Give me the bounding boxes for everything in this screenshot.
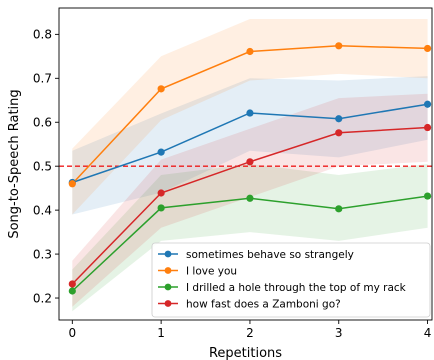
data-point-2-0 [68,287,76,295]
legend-box [151,242,431,318]
data-point-1-4 [423,44,432,53]
data-point-0-4 [423,100,432,108]
legend-marker-3 [164,300,172,307]
y-tick-label-2: 0.4 [33,203,52,217]
x-axis-title: Repetitions [209,346,282,360]
x-axis: 0 1 2 3 4 [69,320,432,340]
confidence-band-2 [72,164,428,312]
y-tick-label-4: 0.6 [33,116,52,130]
data-point-3-1 [157,189,165,197]
data-point-1-3 [335,42,343,50]
confidence-band-0 [72,76,428,215]
x-tick-label-2: 2 [246,326,254,340]
data-point-1-1 [157,85,165,93]
legend-label-0: sometimes behave so strangely [186,249,354,261]
data-point-0-1 [157,148,165,156]
x-tick-label-0: 0 [69,326,77,340]
data-point-1-2 [246,47,254,56]
data-point-3-0 [68,280,76,288]
legend-label-3: how fast does a Zamboni go? [186,298,341,310]
series-points [68,42,432,295]
x-tick-label-3: 3 [335,326,343,340]
data-point-3-4 [423,123,432,132]
legend-marker-2 [164,283,172,291]
y-tick-label-6: 0.8 [33,28,52,42]
data-point-0-3 [335,115,343,123]
legend-label-1: I love you [186,265,237,277]
legend-marker-0 [164,250,172,258]
legend-label-2: I drilled a hole through the top of my r… [186,282,407,294]
confidence-band-3 [72,93,428,307]
confidence-band-1 [72,19,428,215]
legend: sometimes behave so strangely I love you I… [151,242,431,318]
data-point-1-0 [68,180,76,188]
x-tick-label-1: 1 [157,326,165,340]
x-tick-label-4: 4 [424,326,432,340]
y-axis-title: Song-to-Speech Rating [7,89,22,238]
plot-frame [58,7,433,321]
data-point-3-3 [335,129,343,137]
data-point-2-1 [157,204,165,212]
data-point-2-3 [335,205,343,213]
data-point-2-4 [423,192,432,200]
y-axis: 0.2 0.3 0.4 0.5 0.6 0.7 0.8 [33,28,59,305]
confidence-bands [72,19,428,312]
y-tick-label-3: 0.5 [33,159,52,173]
legend-marker-1 [164,267,172,274]
data-point-3-2 [246,158,254,166]
y-tick-label-5: 0.7 [33,72,52,86]
y-tick-label-1: 0.3 [33,247,52,261]
y-tick-label-0: 0.2 [33,291,52,305]
data-point-2-2 [246,194,254,202]
data-point-0-2 [246,109,254,117]
